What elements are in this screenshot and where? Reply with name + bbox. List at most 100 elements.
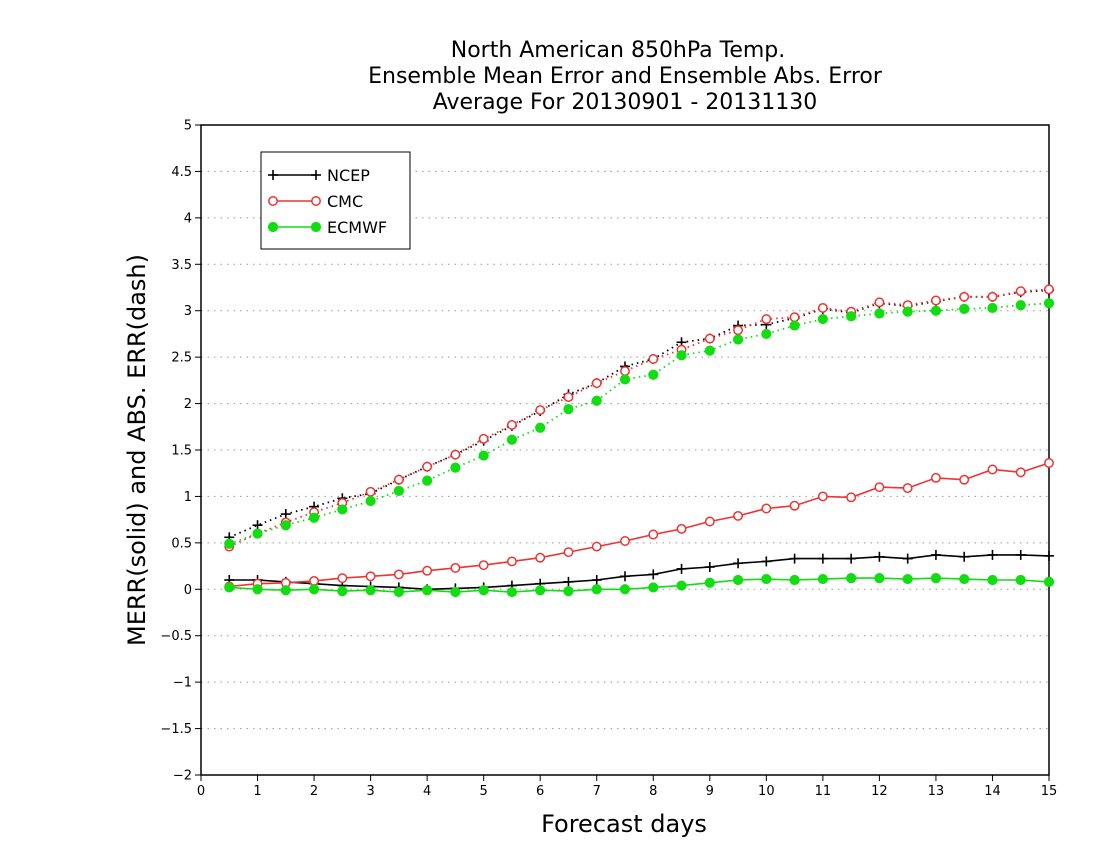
ecmwf-merr-point bbox=[1043, 576, 1055, 587]
axes: −2−1.5−1−0.500.511.522.533.544.550 1 2 3 4 5 6… bbox=[160, 119, 1057, 800]
ncep-merr-point bbox=[620, 571, 630, 582]
legend-marker-ecmwf bbox=[267, 221, 279, 233]
ecmwf-abs-err-point bbox=[987, 302, 998, 314]
ecmwf-abs-err-point bbox=[280, 520, 291, 531]
gridlines bbox=[201, 170, 1049, 730]
cmc-merr-point bbox=[591, 541, 602, 552]
x-tick-label: 5 bbox=[480, 784, 488, 799]
ecmwf-abs-err-point bbox=[959, 303, 970, 314]
ncep-merr-point bbox=[846, 553, 857, 564]
cmc-abs-err-point bbox=[450, 449, 461, 460]
cmc-merr-point bbox=[959, 474, 970, 485]
cmc-abs-err-point bbox=[704, 333, 715, 344]
cmc-merr-point bbox=[733, 510, 744, 521]
x-tick-label: 2 bbox=[310, 784, 318, 799]
cmc-abs-err-point bbox=[789, 312, 800, 323]
ecmwf-abs-err-point bbox=[252, 528, 263, 539]
ecmwf-abs-err-point bbox=[846, 311, 857, 322]
cmc-abs-err-point bbox=[1044, 284, 1054, 295]
ncep-abs-err-point bbox=[280, 509, 291, 520]
cmc-abs-err-point bbox=[648, 354, 659, 364]
cmc-merr-point bbox=[1044, 458, 1054, 468]
ecmwf-merr-point bbox=[648, 582, 659, 593]
x-tick-label: 8 bbox=[649, 784, 657, 799]
ecmwf-merr-point bbox=[704, 577, 715, 588]
cmc-abs-err-point bbox=[365, 486, 376, 497]
ecmwf-merr-point bbox=[619, 584, 631, 595]
x-tick-label: 15 bbox=[1041, 784, 1058, 799]
ecmwf-abs-err-point bbox=[619, 374, 631, 385]
ecmwf-merr-point bbox=[761, 573, 772, 585]
y-tick-label: 5 bbox=[184, 119, 192, 134]
ecmwf-abs-err-point bbox=[535, 422, 546, 433]
ecmwf-merr-point bbox=[506, 586, 518, 598]
cmc-abs-err-point bbox=[1015, 286, 1026, 297]
cmc-merr-point bbox=[930, 472, 941, 483]
y-tick-label: −2 bbox=[173, 769, 192, 784]
cmc-abs-err-point bbox=[987, 291, 998, 302]
cmc-merr-point bbox=[620, 536, 630, 546]
ncep-merr-point bbox=[761, 556, 772, 567]
cmc-abs-err-point bbox=[506, 419, 517, 430]
cmc-merr-point bbox=[478, 560, 489, 571]
x-tick-label: 11 bbox=[815, 784, 832, 799]
ncep-merr-point bbox=[1044, 550, 1054, 561]
cmc-abs-err-point bbox=[959, 291, 970, 302]
ecmwf-abs-err-point bbox=[761, 328, 772, 340]
x-tick-label: 10 bbox=[758, 784, 775, 799]
y-tick-label: 1 bbox=[184, 490, 192, 505]
legend-marker-cmc bbox=[311, 196, 321, 206]
ncep-merr-point bbox=[874, 551, 885, 562]
cmc-merr-point bbox=[846, 492, 857, 503]
x-tick-label: 13 bbox=[928, 784, 945, 799]
y-axis-label: MERR(solid) and ABS. ERR(dash) bbox=[123, 254, 151, 646]
ecmwf-merr-point bbox=[817, 573, 828, 585]
y-tick-label: 3 bbox=[184, 304, 192, 319]
ecmwf-merr-point bbox=[732, 574, 744, 586]
ncep-merr-point bbox=[648, 569, 659, 580]
ecmwf-abs-err-point bbox=[789, 320, 800, 331]
ecmwf-merr-point bbox=[676, 580, 687, 591]
ncep-merr-point bbox=[930, 549, 941, 560]
cmc-merr-point bbox=[1015, 467, 1026, 478]
cmc-merr-point bbox=[535, 552, 546, 563]
cmc-merr-point bbox=[789, 500, 800, 511]
ecmwf-abs-err-point bbox=[563, 404, 574, 415]
x-tick-label: 4 bbox=[423, 784, 431, 799]
x-tick-label: 1 bbox=[253, 784, 261, 799]
x-axis-label: Forecast days bbox=[541, 810, 707, 838]
data-series bbox=[224, 284, 1055, 598]
ecmwf-abs-err-point bbox=[902, 306, 913, 317]
cmc-merr-point bbox=[676, 523, 687, 534]
ecmwf-merr-point bbox=[422, 585, 433, 596]
ecmwf-abs-err-point bbox=[1015, 300, 1026, 311]
ecmwf-merr-point bbox=[337, 586, 348, 597]
cmc-merr-point bbox=[704, 516, 715, 527]
y-tick-label: 4.5 bbox=[171, 165, 192, 180]
ecmwf-abs-err-point bbox=[817, 313, 828, 325]
ecmwf-abs-err-point bbox=[930, 305, 942, 316]
y-tick-label: 2.5 bbox=[171, 351, 192, 366]
legend-label-ncep: NCEP bbox=[327, 166, 370, 185]
ecmwf-abs-err-point bbox=[308, 512, 320, 523]
cmc-abs-err-line bbox=[228, 288, 1050, 548]
x-tick-label: 0 bbox=[197, 784, 205, 799]
cmc-abs-err-point bbox=[422, 461, 433, 472]
cmc-merr-point bbox=[563, 547, 574, 558]
cmc-abs-err-point bbox=[563, 392, 574, 403]
y-tick-label: 4 bbox=[184, 211, 192, 226]
ecmwf-merr-point bbox=[959, 573, 970, 585]
y-tick-label: 0.5 bbox=[171, 536, 192, 551]
ecmwf-merr-point bbox=[591, 584, 602, 595]
cmc-merr-point bbox=[648, 529, 659, 540]
ncep-merr-point bbox=[987, 549, 998, 560]
ecmwf-merr-point bbox=[478, 585, 489, 596]
ncep-merr-point bbox=[676, 563, 687, 574]
x-tick-label: 3 bbox=[366, 784, 374, 799]
cmc-merr-point bbox=[365, 571, 376, 582]
x-tick-label: 7 bbox=[593, 784, 601, 799]
ncep-merr-point bbox=[1015, 549, 1026, 560]
cmc-abs-err-point bbox=[535, 405, 546, 416]
ncep-merr-point bbox=[959, 551, 970, 562]
